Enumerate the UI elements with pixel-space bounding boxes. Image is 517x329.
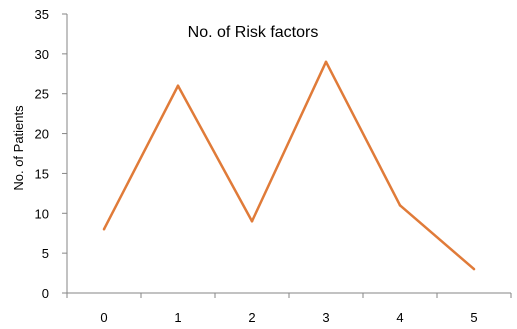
data-point <box>250 220 254 223</box>
y-tick-label: 15 <box>35 166 49 181</box>
x-tick-label: 4 <box>396 310 403 325</box>
series-group <box>102 60 476 271</box>
data-point <box>102 227 106 231</box>
x-axis-ticks: 0 1 2 3 4 5 <box>66 293 512 325</box>
y-tick-label: 35 <box>35 7 49 22</box>
chart-title: No. of Risk factors <box>188 24 319 41</box>
y-tick-label: 25 <box>35 87 49 102</box>
data-point <box>472 267 476 271</box>
y-tick-label: 30 <box>35 47 49 62</box>
x-tick-label: 2 <box>248 310 255 325</box>
data-point <box>398 204 402 207</box>
y-axis-title: No. of Patients <box>11 105 26 191</box>
data-point <box>324 60 328 64</box>
x-tick-label: 5 <box>470 310 477 325</box>
y-tick-label: 0 <box>42 286 49 301</box>
data-point <box>176 84 180 87</box>
y-tick-label: 5 <box>42 246 49 261</box>
y-axis-ticks: 0 5 10 15 20 25 30 35 <box>35 7 67 301</box>
series-line <box>102 60 475 271</box>
y-tick-label: 10 <box>35 206 49 221</box>
x-tick-label: 1 <box>174 310 181 325</box>
x-tick-label: 3 <box>322 310 329 325</box>
y-tick-label: 20 <box>35 127 49 142</box>
x-tick-label: 0 <box>100 310 107 325</box>
